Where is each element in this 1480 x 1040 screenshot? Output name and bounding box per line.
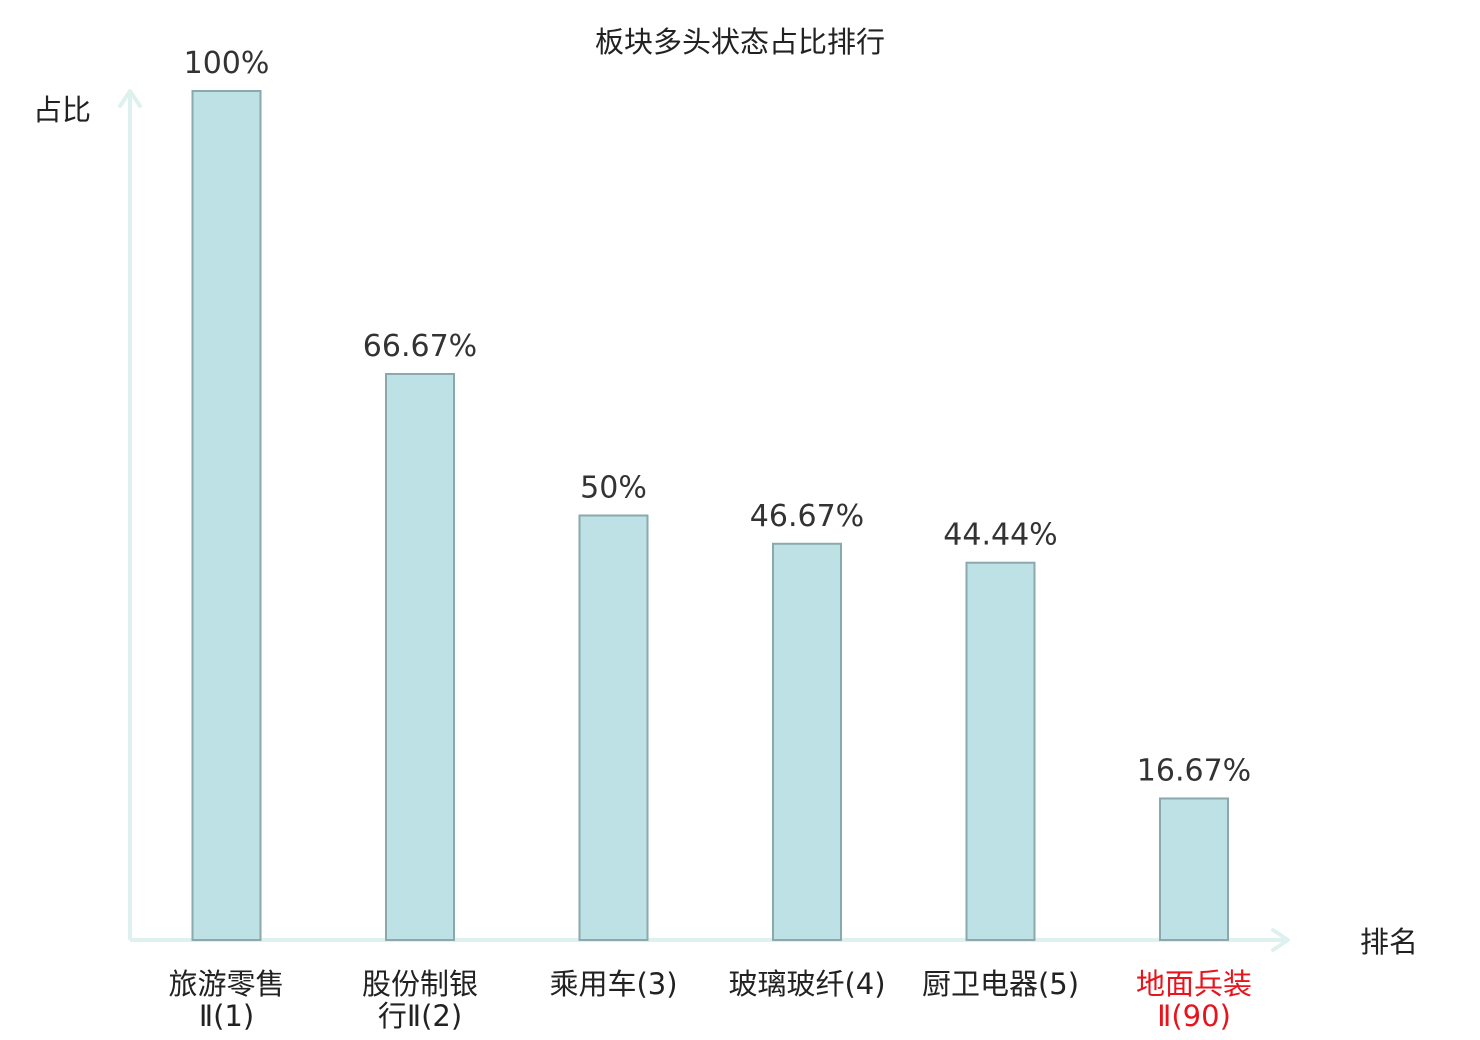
bar xyxy=(965,561,1036,941)
bar xyxy=(578,514,649,941)
y-axis-label: 占比 xyxy=(33,93,91,127)
tick-label: 地面兵装 xyxy=(1136,967,1252,1001)
bar xyxy=(385,372,455,942)
axes xyxy=(118,89,1290,952)
tick-label: Ⅱ(90) xyxy=(1157,999,1231,1033)
chart-title: 板块多头状态占比排行 xyxy=(595,25,885,59)
tick-label: 乘用车(3) xyxy=(549,967,677,1001)
data-label: 16.67% xyxy=(1137,753,1251,788)
tick-label: Ⅱ(1) xyxy=(199,999,254,1033)
data-label: 44.44% xyxy=(943,518,1057,553)
tick-label: 股份制银 xyxy=(362,967,478,1001)
tick-label: 厨卫电器(5) xyxy=(922,967,1079,1001)
data-label: 50% xyxy=(580,471,647,506)
tick-label: 旅游零售 xyxy=(168,967,284,1001)
bar xyxy=(1159,797,1229,941)
tick-label: 玻璃玻纤(4) xyxy=(728,967,885,1001)
data-label: 100% xyxy=(184,46,270,81)
bars xyxy=(191,90,1229,942)
value-labels: 100% 66.67% 50% 46.67% 44.44% 16.67% xyxy=(184,46,1252,788)
data-label: 46.67% xyxy=(750,499,864,534)
data-label: 66.67% xyxy=(363,329,477,364)
x-axis-label: 排名 xyxy=(1360,925,1418,959)
tick-label: 行Ⅱ(2) xyxy=(378,999,462,1033)
x-axis-arrow xyxy=(1271,928,1290,952)
bar xyxy=(191,90,262,941)
y-axis-arrow xyxy=(118,89,142,108)
bar xyxy=(772,542,842,942)
